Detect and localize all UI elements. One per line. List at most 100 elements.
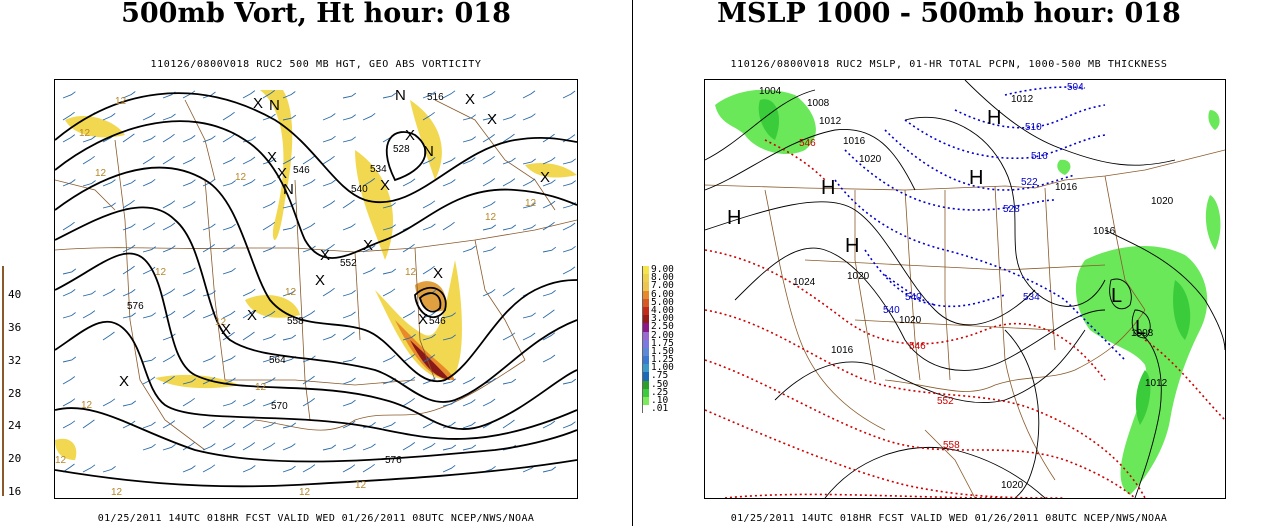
wind-barb [362, 443, 376, 451]
wind-barb [422, 311, 436, 319]
vort-max-mark: X [247, 307, 257, 324]
wind-barb [522, 158, 536, 165]
precip-legend-row: 6.00 [642, 289, 686, 299]
wind-barb [482, 288, 496, 297]
precip-legend-row: 1.75 [642, 338, 686, 348]
wind-barb [442, 90, 456, 99]
vort-label: 12 [299, 487, 311, 498]
height-label: 516 [427, 92, 444, 103]
wind-barb [502, 113, 516, 121]
vorticity-scale-tick: 20 [8, 452, 22, 466]
wind-barb [502, 332, 516, 341]
wind-barb [142, 112, 156, 121]
precip-legend-row: .10 [642, 395, 686, 406]
wind-barb [162, 133, 175, 143]
vort-label: 12 [81, 400, 93, 411]
vort-label: 12 [155, 267, 167, 278]
wind-barb [202, 355, 216, 363]
wind-barb [502, 224, 517, 231]
precip-legend-swatch [642, 323, 649, 332]
vort-label: 12 [525, 198, 537, 209]
wind-barb [242, 419, 255, 429]
wind-barb [242, 399, 256, 407]
precip-legend-swatch [642, 290, 649, 299]
height-label: 546 [429, 316, 446, 327]
wind-barb [322, 243, 335, 253]
wind-barb [142, 155, 155, 165]
wind-barb [62, 420, 76, 429]
precip-shading [715, 89, 1221, 495]
precip-legend-swatch [642, 266, 649, 275]
precip-legend-label: .10 [651, 395, 669, 406]
wind-barb [162, 354, 176, 363]
wind-barb [522, 312, 536, 319]
vort-label: 12 [235, 172, 247, 183]
wind-barb [262, 442, 276, 451]
precip-legend-label: 2.50 [651, 321, 674, 333]
isobar-label: 1016 [1055, 182, 1078, 193]
wind-barb [262, 201, 276, 209]
vort-max-mark: X [418, 311, 428, 328]
wind-barb [462, 444, 477, 451]
wind-barb [242, 309, 255, 319]
vort-max-mark: X [433, 265, 443, 282]
wind-barb [382, 354, 396, 363]
isobar-label: 1020 [1151, 196, 1174, 207]
wind-barb [122, 244, 136, 253]
wind-barb [462, 376, 476, 385]
precip-legend-swatch [642, 306, 649, 316]
wind-barb [62, 398, 76, 407]
wind-barb [202, 135, 216, 143]
wind-barb [182, 441, 195, 451]
wind-barb [262, 310, 276, 319]
height-label: 552 [340, 258, 357, 269]
low-pressure-mark: L [1111, 285, 1122, 307]
precip-legend-label: 8.00 [651, 272, 674, 284]
wind-barb [62, 179, 76, 187]
height-label: 534 [370, 164, 387, 175]
isobar-label: 1004 [759, 86, 782, 97]
wind-barb [62, 312, 76, 319]
high-pressure-mark: H [727, 207, 741, 229]
precip-legend-row: 1.25 [642, 355, 686, 365]
wind-barb [182, 378, 196, 385]
high-pressure-mark: H [987, 107, 1001, 129]
precip-legend-row: 1.50 [642, 345, 686, 357]
wind-barb [322, 179, 336, 187]
precip-legend-label: 1.50 [651, 345, 674, 357]
wind-barb [102, 398, 116, 407]
vort-label: 12 [115, 96, 127, 107]
height-label: 576 [385, 455, 402, 466]
precip-legend-swatch [642, 331, 649, 340]
wind-barb [542, 354, 556, 363]
wind-barb [322, 444, 337, 451]
wind-barb [282, 156, 296, 165]
precip-legend-row: 3.00 [642, 314, 686, 324]
wind-barb [462, 157, 476, 165]
wind-barb [302, 155, 315, 165]
precip-legend-row: 2.50 [642, 321, 686, 333]
wind-barb [142, 421, 156, 429]
wind-barb [382, 224, 396, 231]
wind-barb [462, 245, 476, 253]
wind-barb [162, 375, 175, 385]
vorticity-scale-tick: 24 [8, 419, 22, 433]
vort-max-mark: X [487, 111, 497, 128]
wind-barb [182, 179, 196, 187]
wind-barb [442, 157, 456, 165]
wind-barb [102, 202, 116, 209]
wind-barb [402, 354, 415, 363]
height-label: 558 [287, 316, 304, 327]
wind-barb [282, 114, 297, 121]
wind-barb [62, 463, 75, 473]
wind-barb [222, 244, 236, 253]
wind-barb [562, 266, 576, 275]
wind-barb [82, 310, 96, 319]
left-panel-title: 500mb Vort, Ht hour: 018 [121, 0, 511, 29]
high-pressure-mark: H [845, 235, 859, 257]
left-panel-subtitle: 110126/0800V018 RUC2 500 MB HGT, GEO ABS… [150, 59, 482, 70]
wind-barb [482, 155, 495, 165]
wind-barb [442, 444, 457, 451]
wind-barb [542, 466, 557, 473]
vort-label: 12 [111, 487, 123, 498]
